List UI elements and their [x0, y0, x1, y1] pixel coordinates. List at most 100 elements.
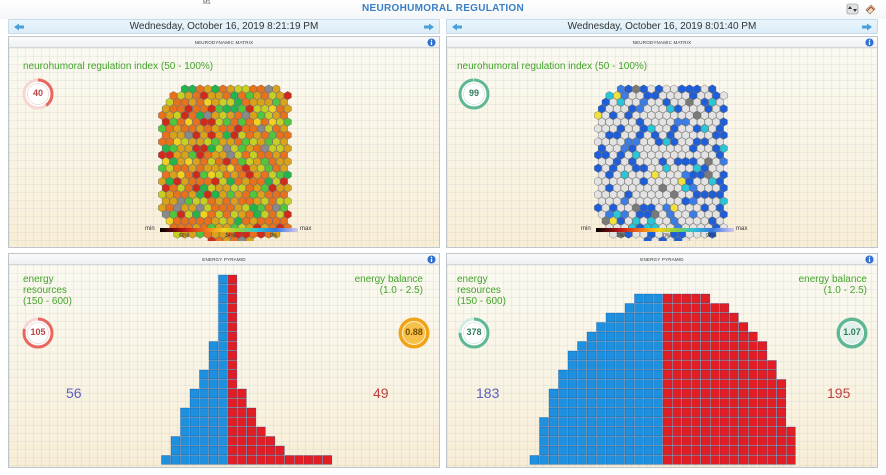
- pyramid-cell: [634, 293, 644, 304]
- pyramid-cell: [700, 360, 711, 370]
- hex-cell: [643, 117, 652, 127]
- hex-matrix: [158, 84, 292, 241]
- notes-icon[interactable]: [864, 3, 877, 15]
- hex-cell: [238, 183, 246, 193]
- hex-cell: [242, 150, 250, 160]
- hex-cell: [215, 157, 223, 167]
- hex-cell: [674, 143, 682, 153]
- hex-cell: [192, 104, 201, 114]
- hex-cell: [181, 97, 189, 107]
- hex-cell: [670, 216, 678, 226]
- hex-cell: [639, 124, 648, 134]
- hex-cell: [628, 130, 637, 140]
- pyramid-cell: [672, 312, 682, 323]
- hex-cell: [234, 229, 242, 239]
- arrow-right-icon[interactable]: [861, 23, 873, 31]
- info-icon[interactable]: [427, 255, 436, 264]
- hex-cell: [230, 209, 239, 219]
- hex-cell: [165, 176, 174, 186]
- hex-cell: [655, 163, 663, 173]
- info-icon[interactable]: [865, 255, 874, 264]
- hex-cell: [678, 216, 686, 226]
- hex-cell: [238, 209, 246, 219]
- pyramid-cell: [199, 426, 209, 437]
- hex-cell: [681, 236, 690, 241]
- pyramid-cell: [634, 455, 644, 465]
- arrow-left-icon[interactable]: [451, 23, 463, 31]
- hex-cell: [222, 130, 231, 140]
- hex-cell: [222, 209, 231, 219]
- hex-cell: [601, 110, 610, 120]
- hex-cell: [693, 150, 701, 160]
- hex-cell: [674, 104, 682, 114]
- hex-cell: [681, 196, 690, 206]
- hex-cell: [708, 150, 717, 160]
- info-icon[interactable]: [427, 38, 436, 47]
- hex-cell: [693, 176, 701, 186]
- pyramid-cell: [567, 388, 578, 399]
- pyramid-cell: [558, 417, 568, 427]
- hex-cell: [200, 143, 208, 153]
- pyramid-cell: [662, 350, 673, 361]
- hex-cell: [207, 143, 216, 153]
- pyramid-cell: [681, 312, 692, 323]
- label-line: energy balance: [354, 274, 423, 285]
- pyramid-cell: [605, 369, 616, 380]
- hex-cell: [272, 150, 281, 160]
- small-label: MS: [203, 0, 211, 6]
- pyramid-cell: [208, 417, 219, 427]
- pyramid-cell: [634, 341, 644, 351]
- hex-cell: [242, 190, 250, 200]
- pyramid-cell: [776, 426, 787, 437]
- hex-cell: [624, 176, 633, 186]
- panel-header: ENERGY PYRAMID: [447, 254, 877, 265]
- hex-cell: [658, 130, 667, 140]
- hex-cell: [257, 176, 265, 186]
- hex-cell: [234, 190, 242, 200]
- pyramid-cell: [218, 312, 228, 323]
- hex-cell: [662, 163, 671, 173]
- pyramid-cell: [748, 417, 758, 427]
- hex-cell: [712, 117, 720, 127]
- pyramid-cell: [681, 455, 692, 465]
- arrow-left-icon[interactable]: [13, 23, 25, 31]
- pyramid-cell: [757, 426, 768, 437]
- pyramid-cell: [710, 436, 720, 446]
- hex-cell: [283, 196, 292, 206]
- pyramid-cell: [710, 445, 720, 456]
- pyramid-cell: [265, 436, 276, 446]
- hex-cell: [203, 216, 212, 226]
- hex-cell: [666, 130, 675, 140]
- hex-cell: [712, 183, 720, 193]
- hex-cell: [689, 104, 698, 114]
- info-icon[interactable]: [865, 38, 874, 47]
- hex-cell: [257, 137, 265, 147]
- hex-cell: [636, 196, 644, 206]
- pyramid-cell: [567, 398, 578, 408]
- arrow-right-icon[interactable]: [423, 23, 435, 31]
- pyramid-cell: [700, 379, 711, 389]
- hex-cell: [719, 209, 728, 219]
- hex-cell: [613, 170, 621, 180]
- pyramid-cell: [681, 417, 692, 427]
- hex-cell: [242, 176, 250, 186]
- pyramid-cell: [634, 445, 644, 456]
- hex-cell: [704, 91, 713, 101]
- hex-cell: [222, 91, 231, 101]
- hex-cell: [662, 137, 671, 147]
- hex-cell: [704, 130, 713, 140]
- sort-arrows-icon[interactable]: [846, 3, 859, 15]
- pyramid-cell: [605, 426, 616, 437]
- hex-cell: [203, 190, 212, 200]
- label-line: energy balance: [798, 274, 867, 285]
- pyramid-cell: [634, 426, 644, 437]
- hex-cell: [685, 137, 694, 147]
- hex-cell: [613, 130, 621, 140]
- hex-cell: [249, 84, 258, 94]
- pyramid-cell: [710, 360, 720, 370]
- hex-cell: [264, 97, 273, 107]
- hex-cell: [283, 157, 292, 167]
- hex-cell: [613, 143, 621, 153]
- pyramid-cell: [529, 455, 540, 465]
- hex-cell: [165, 203, 174, 213]
